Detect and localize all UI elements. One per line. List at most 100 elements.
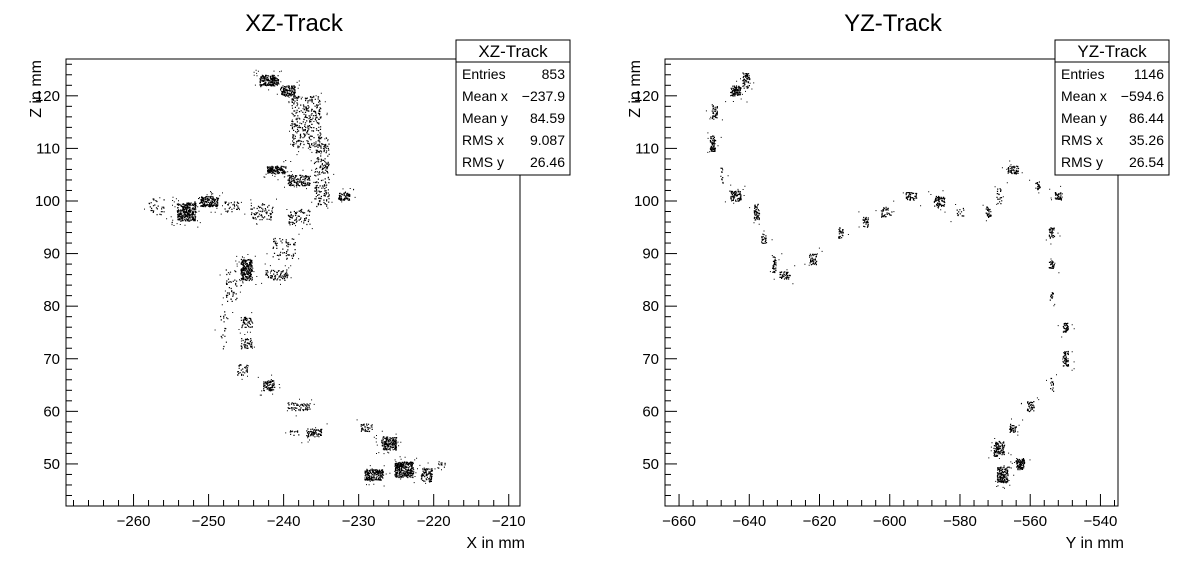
xz-data-cluster [239,331,255,350]
xz-y-tick-label: 50 [43,456,60,473]
yz-x-tick-label: −560 [1013,513,1047,530]
yz-y-tick-label: 70 [642,351,659,368]
yz-data-cluster [761,230,773,244]
xz-x-tick-label: −260 [117,513,151,530]
yz-data-cluster [902,192,922,207]
yz-data-cluster [1062,350,1075,371]
xz-x-tick-label: −240 [267,513,301,530]
yz-plot-frame [664,58,1119,507]
xz-data-cluster [301,423,328,444]
yz-stats-label: Entries [1061,66,1105,82]
xz-data-cluster [389,456,418,484]
xz-x-tick-label: −210 [492,513,526,530]
yz-x-tick-label: −540 [1084,513,1118,530]
yz-y-tick-label: 100 [634,193,659,210]
xz-track-panel: XZ-Track −260 −250 −240 −230 −220 −210 50 60 70… [28,10,571,552]
yz-stats-value: 35.26 [1129,132,1164,148]
yz-x-tick-label: −600 [873,513,907,530]
yz-stats-value: −594.6 [1121,88,1164,104]
xz-stats-label: Mean x [462,88,508,104]
xz-data-cluster [196,191,223,213]
xz-data-cluster [144,197,168,220]
yz-data-cluster [1057,322,1075,338]
yz-data-cluster [720,167,729,184]
yz-stats-label: Mean y [1061,110,1107,126]
xz-stats-label: RMS y [462,154,504,170]
yz-y-tick-label: 80 [642,298,659,315]
yz-data-cluster [1049,292,1056,307]
yz-stats-box: YZ-Track Entries 1146 Mean x −594.6 Mean… [1054,39,1170,176]
xz-x-axis-label: X in mm [466,535,525,552]
yz-y-tick-label: 110 [635,140,659,157]
xz-stats-value: 26.46 [530,154,565,170]
yz-y-tick-label: 50 [642,456,659,473]
yz-y-tick-label: 60 [642,403,659,420]
xz-stats-label: RMS x [462,132,504,148]
xz-data-cluster [338,188,356,203]
yz-data-cluster [995,461,1015,489]
yz-x-tick-label: −640 [732,513,766,530]
xz-y-tick-label: 60 [43,403,60,420]
xz-data-cluster [286,208,313,230]
xz-y-axis: 50 60 70 80 90 100 110 120 [35,63,78,507]
yz-data-cluster [1048,258,1060,274]
xz-data-cluster [284,168,317,190]
yz-stats-value: 86.44 [1129,110,1164,126]
yz-x-axis: −660 −640 −620 −600 −580 −560 −540 [662,494,1117,530]
yz-data-cluster [749,203,761,225]
yz-points-layer [705,72,1075,489]
xz-data-cluster [288,91,328,156]
xz-x-axis: −260 −250 −240 −230 −220 −210 [73,494,526,530]
xz-data-cluster [364,465,387,487]
yz-x-axis-label: Y in mm [1066,535,1124,552]
xz-x-tick-label: −220 [417,513,451,530]
xz-points-layer [144,69,446,487]
yz-data-cluster [804,247,823,266]
xz-data-cluster [266,233,300,260]
yz-stats-label: RMS x [1061,132,1103,148]
xz-stats-value: 9.087 [530,132,565,148]
yz-x-tick-label: −620 [803,513,837,530]
xz-stats-value: 853 [542,66,566,82]
xz-data-cluster [257,374,281,396]
xz-data-cluster [261,263,292,285]
yz-data-cluster [1001,160,1023,175]
yz-data-cluster [950,204,965,223]
xz-y-tick-label: 100 [35,193,60,210]
xz-stats-title: XZ-Track [478,42,548,61]
xz-y-tick-label: 80 [43,298,60,315]
xz-y-tick-label: 90 [43,246,60,263]
yz-x-tick-label: −580 [943,513,977,530]
xz-data-cluster [244,198,277,225]
yz-data-cluster [1009,418,1024,436]
xz-y-tick-label: 70 [43,351,60,368]
xz-data-cluster [170,196,201,228]
xz-stats-value: −237.9 [522,88,565,104]
yz-x-tick-label: −660 [662,513,696,530]
yz-data-cluster [858,211,869,228]
xz-data-cluster [438,461,446,471]
yz-stats-title: YZ-Track [1077,42,1147,61]
xz-stats-label: Entries [462,66,506,82]
yz-data-cluster [1029,179,1041,194]
yz-data-cluster [725,80,748,103]
yz-data-cluster [838,227,849,239]
yz-data-cluster [1045,227,1061,245]
xz-plot-frame [65,58,521,507]
xz-data-cluster [253,69,282,91]
yz-data-cluster [988,438,1010,459]
xz-data-cluster [220,201,242,215]
xz-data-cluster [263,160,292,181]
yz-stats-value: 26.54 [1129,154,1164,170]
xz-stats-label: Mean y [462,110,508,126]
xz-data-cluster [375,430,402,455]
xz-stats-value: 84.59 [530,110,565,126]
xz-data-cluster [286,398,315,417]
yz-y-tick-label: 120 [634,88,659,105]
yz-data-cluster [769,253,783,274]
yz-chart-title: YZ-Track [844,10,943,37]
yz-data-cluster [994,182,1008,205]
xz-x-tick-label: −250 [192,513,226,530]
yz-data-cluster [875,200,895,218]
